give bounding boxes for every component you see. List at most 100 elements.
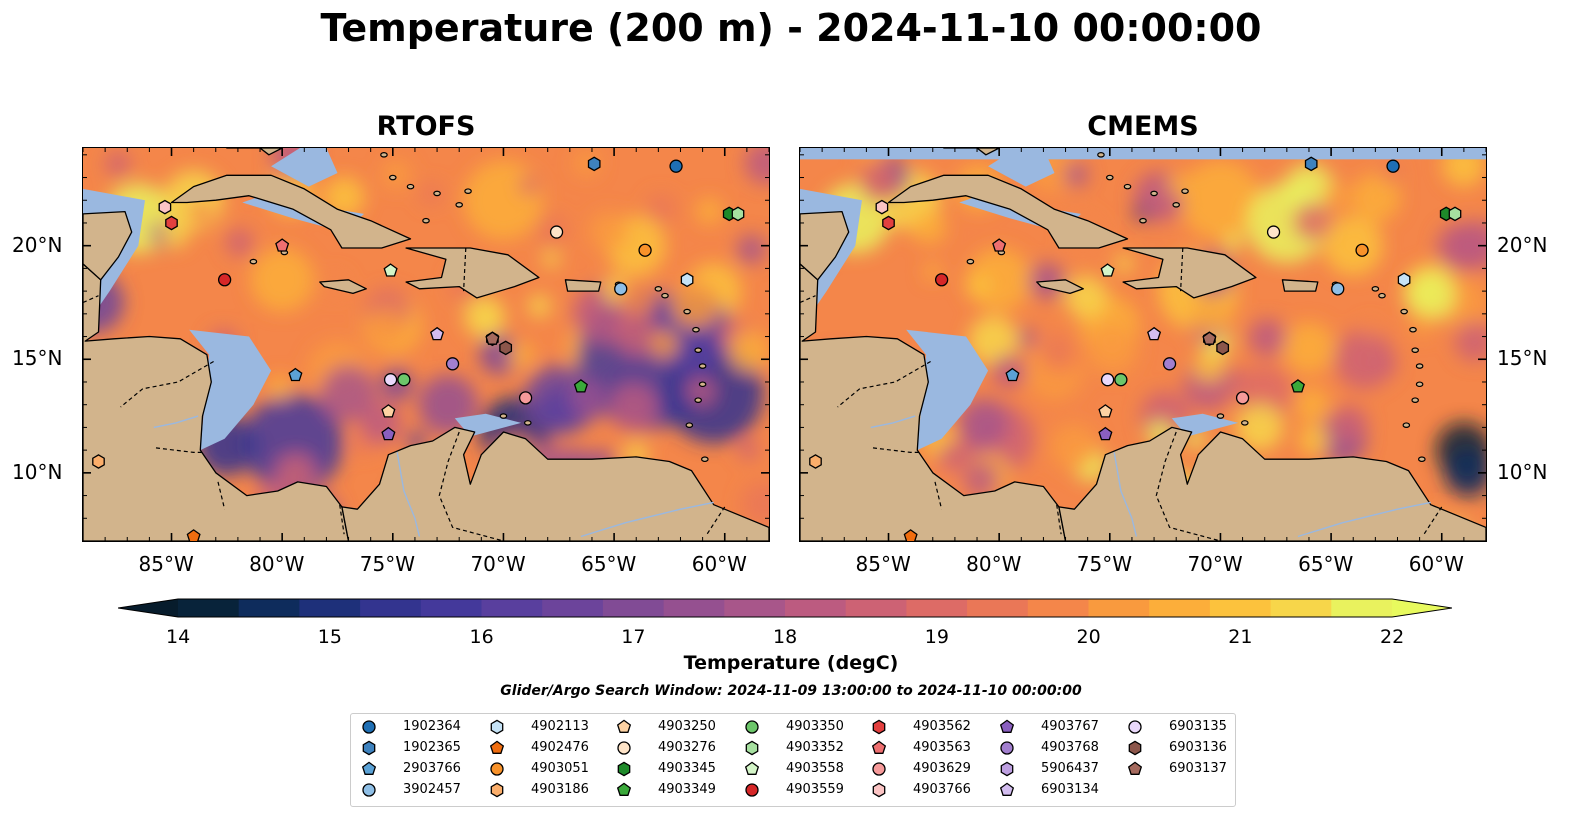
legend-label: 3902457 <box>403 782 461 797</box>
float-marker-4903558 <box>1100 263 1115 277</box>
float-marker-6903136 <box>1216 340 1230 356</box>
legend-label: 4903350 <box>786 719 844 734</box>
lon-tick-label: 75°W <box>1076 552 1133 576</box>
circle-icon <box>745 783 759 797</box>
colorbar-segment <box>420 599 482 617</box>
hexagon-icon <box>1128 740 1142 756</box>
lat-tick-label-right: 15°N <box>1497 346 1548 371</box>
float-marker-4903562 <box>882 215 895 231</box>
colorbar-segment <box>481 599 543 617</box>
colorbar-segment <box>1209 599 1272 617</box>
hexagon-icon <box>872 719 886 735</box>
legend-label: 1902365 <box>403 740 461 755</box>
float-marker-4903559 <box>217 273 232 287</box>
float-marker-4903629 <box>518 391 533 405</box>
colorbar-tick-label: 21 <box>1228 626 1253 648</box>
lon-tick-label: 65°W <box>581 552 637 576</box>
lon-tick-label: 70°W <box>1187 552 1243 576</box>
legend-label: 6903135 <box>1169 719 1227 734</box>
legend-label: 2903766 <box>403 761 461 776</box>
circle-icon <box>362 720 376 734</box>
hexagon-icon <box>617 761 631 777</box>
float-marker-6903135 <box>1100 373 1115 387</box>
lat-tick-label-right: 20°N <box>1497 232 1548 257</box>
float-marker-6903134 <box>430 326 445 341</box>
colorbar-segment <box>1027 599 1089 617</box>
legend-label: 4903562 <box>913 719 971 734</box>
float-marker-4903629 <box>1235 391 1250 405</box>
hexagon-icon <box>745 740 759 756</box>
lat-tick-label-left: 15°N <box>12 346 63 371</box>
hexagon-icon <box>362 740 376 756</box>
float-marker-4903276 <box>1266 225 1281 239</box>
legend-label: 4903349 <box>658 782 716 797</box>
temperature-colorbar <box>117 598 1453 622</box>
colorbar-segment <box>785 599 847 617</box>
colorbar-segment <box>1270 599 1332 617</box>
colorbar-tick-label: 17 <box>621 626 646 648</box>
lat-tick-label-right: 10°N <box>1497 459 1548 484</box>
float-marker-4903186 <box>809 454 822 469</box>
lon-tick-label: 65°W <box>1298 552 1354 576</box>
float-marker-4903562 <box>165 215 178 231</box>
legend-label: 4903766 <box>913 782 971 797</box>
panel-title-cmems: CMEMS <box>1087 111 1199 142</box>
legend-label: 6903134 <box>1041 782 1099 797</box>
colorbar-title: Temperature (degC) <box>683 652 899 674</box>
legend-label: 4903563 <box>913 740 971 755</box>
float-marker-4903766 <box>875 199 889 215</box>
float-marker-6903134 <box>1147 326 1162 341</box>
legend-label: 4903629 <box>913 761 971 776</box>
float-marker-2903766 <box>288 367 303 382</box>
legend-label: 4902476 <box>531 740 589 755</box>
panel-title-rtofs: RTOFS <box>376 111 476 142</box>
circle-icon <box>490 762 504 776</box>
circle-icon <box>1128 720 1142 734</box>
colorbar-segment <box>602 599 665 617</box>
lon-tick-label: 85°W <box>138 552 194 576</box>
lon-tick-label: 85°W <box>855 552 911 576</box>
float-marker-4903250 <box>381 404 396 418</box>
float-marker-1902365 <box>1304 156 1318 172</box>
float-marker-4902113 <box>1397 272 1411 288</box>
colorbar-segment <box>663 599 725 617</box>
lat-tick-label-left: 20°N <box>12 232 63 257</box>
float-legend: 1902364 1902365 2903766 3902457 4902113 49024… <box>350 713 1236 807</box>
float-marker-4903558 <box>383 263 398 277</box>
float-marker-4903250 <box>1098 404 1113 418</box>
colorbar-tick-label: 18 <box>773 626 798 648</box>
colorbar-segment <box>542 599 604 617</box>
pentagon-icon <box>871 740 887 754</box>
figure-title: Temperature (200 m) - 2024-11-10 00:00:0… <box>320 6 1262 50</box>
float-marker-1902365 <box>587 156 601 172</box>
float-marker-1902364 <box>669 159 683 173</box>
legend-label: 4903352 <box>786 740 844 755</box>
legend-label: 6903136 <box>1169 740 1227 755</box>
hexagon-icon <box>1000 761 1014 777</box>
colorbar-tick-label: 16 <box>469 626 494 648</box>
float-marker-4903350 <box>397 373 411 387</box>
colorbar-segment <box>1088 599 1150 617</box>
pentagon-icon <box>616 719 632 733</box>
pentagon-icon <box>616 782 632 796</box>
legend-label: 4903767 <box>1041 719 1099 734</box>
circle-icon <box>362 783 376 797</box>
lon-tick-label: 60°W <box>1408 552 1464 576</box>
colorbar-tick-label: 14 <box>166 626 191 648</box>
float-marker-2903766 <box>1005 367 1020 382</box>
float-marker-4903186 <box>92 454 105 469</box>
float-marker-4903349 <box>573 379 588 393</box>
float-marker-4903563 <box>992 238 1007 252</box>
colorbar-tick-label: 20 <box>1076 626 1101 648</box>
colorbar-segment <box>1149 599 1211 617</box>
float-marker-4903559 <box>934 273 949 287</box>
colorbar-segment <box>845 599 907 617</box>
legend-label: 4903768 <box>1041 740 1099 755</box>
colorbar-segment <box>1331 599 1393 617</box>
float-marker-4903349 <box>1290 379 1305 393</box>
legend-label: 4903186 <box>531 782 589 797</box>
lat-tick-label-left: 10°N <box>12 459 63 484</box>
circle-icon <box>1000 741 1014 755</box>
colorbar-segment <box>178 599 240 617</box>
colorbar-tick-label: 19 <box>924 626 949 648</box>
